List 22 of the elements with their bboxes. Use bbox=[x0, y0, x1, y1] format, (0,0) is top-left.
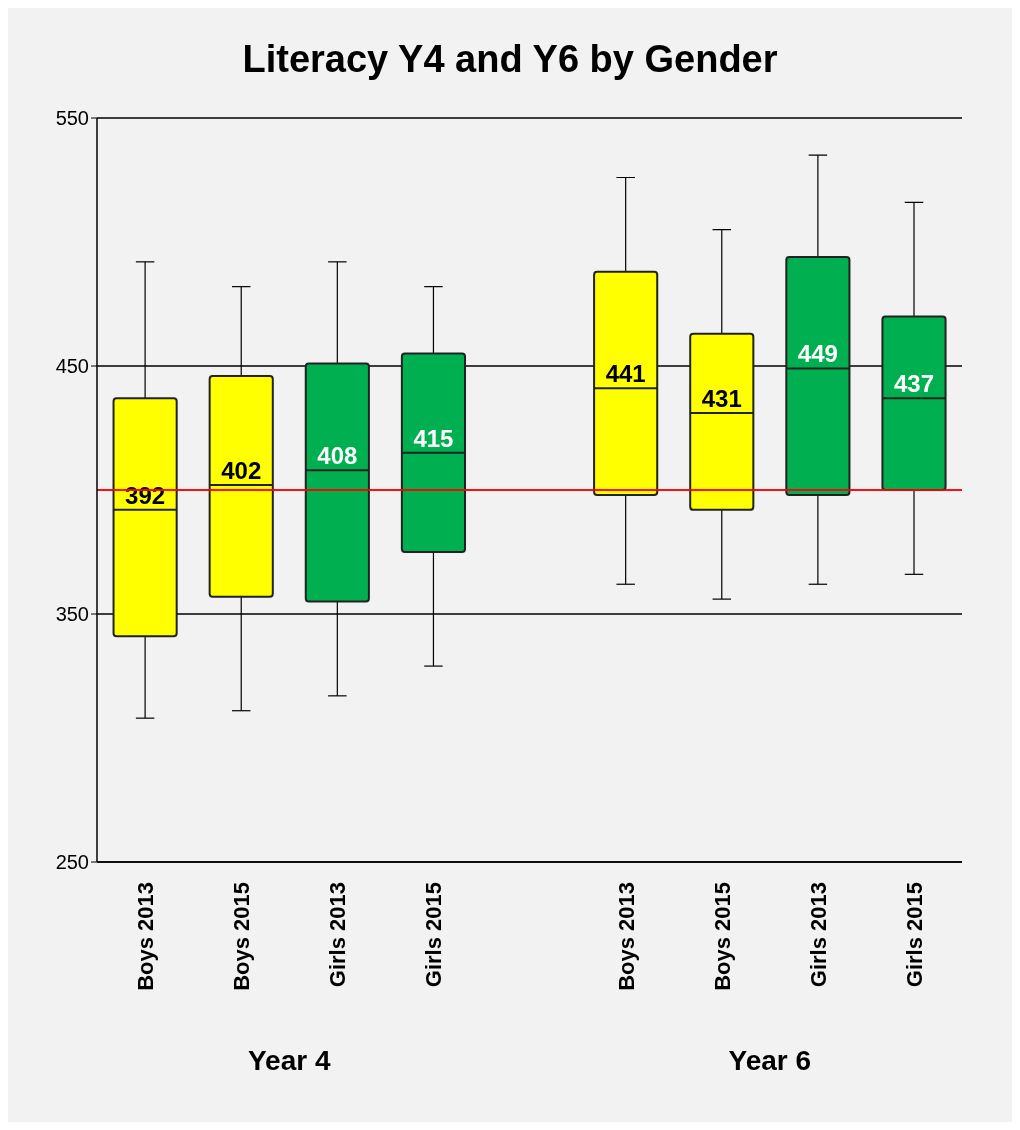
y-tick-label: 550 bbox=[55, 107, 89, 130]
x-tick-label: Girls 2015 bbox=[901, 882, 927, 988]
text: Year 6 bbox=[728, 1045, 812, 1076]
x-tick-label: Boys 2015 bbox=[709, 882, 735, 991]
chart-title: Literacy Y4 and Y6 by Gender bbox=[241, 38, 779, 81]
text: 437 bbox=[893, 370, 935, 398]
y-tick-label: 350 bbox=[55, 603, 89, 626]
x-tick-label: Girls 2013 bbox=[325, 882, 351, 988]
x-tick-label: Boys 2013 bbox=[613, 882, 639, 991]
text: 408 bbox=[317, 442, 358, 470]
x-tick-label: Boys 2015 bbox=[229, 882, 255, 991]
text: 431 bbox=[701, 385, 742, 413]
text: 449 bbox=[797, 340, 838, 368]
x-tick-label: Boys 2013 bbox=[133, 882, 159, 991]
x-tick-label: Girls 2013 bbox=[805, 882, 831, 988]
y-tick-label: 250 bbox=[55, 851, 89, 874]
x-tick-label: Girls 2015 bbox=[421, 882, 447, 988]
text: 415 bbox=[413, 424, 454, 452]
text: 441 bbox=[605, 360, 646, 388]
text: 402 bbox=[221, 457, 262, 485]
text: Year 4 bbox=[247, 1045, 331, 1076]
y-tick-label: 450 bbox=[55, 355, 89, 378]
